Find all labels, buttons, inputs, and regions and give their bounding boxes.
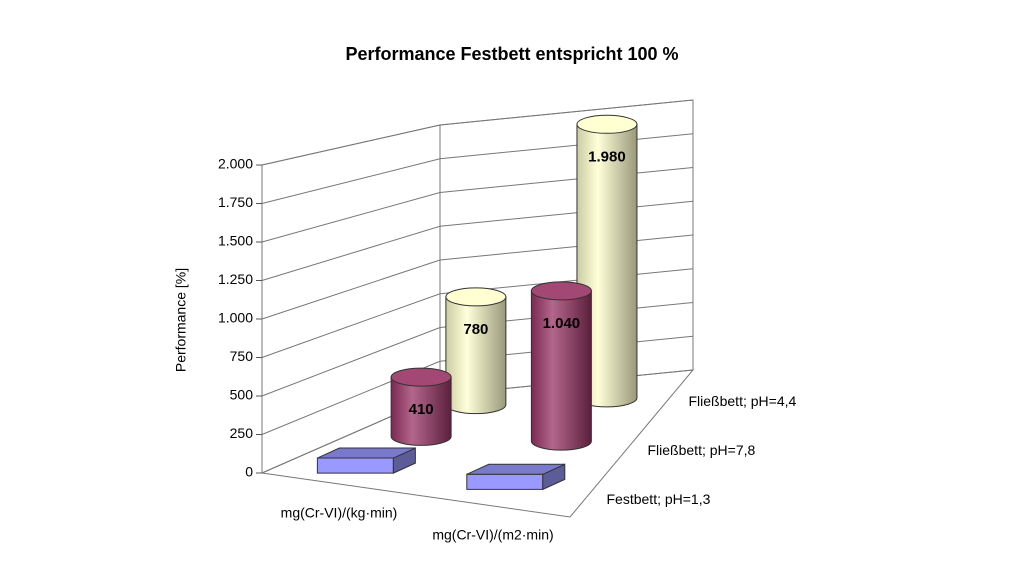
legend-label: Festbett; pH=1,3 — [607, 491, 711, 507]
y-tick-label: 750 — [230, 348, 254, 364]
y-tick-label: 1.500 — [218, 233, 253, 249]
value-label: 1.040 — [543, 315, 581, 332]
y-tick-label: 1.250 — [218, 271, 253, 287]
bar-top — [317, 447, 416, 459]
y-tick-label: 0 — [245, 464, 253, 480]
bar-top — [390, 367, 452, 387]
bar-top — [445, 287, 507, 307]
chart-title: Performance Festbett entspricht 100 % — [345, 44, 678, 64]
legend-label: Fließbett; pH=4,4 — [689, 393, 797, 409]
bar — [466, 473, 544, 490]
bar — [530, 290, 592, 451]
legend-label: Fließbett; pH=7,8 — [648, 442, 756, 458]
y-tick-label: 500 — [230, 387, 254, 403]
y-tick-label: 1.000 — [218, 310, 253, 326]
bar — [445, 296, 507, 415]
grid-line — [261, 99, 694, 166]
y-axis-title: Performance [%] — [173, 268, 189, 372]
x-tick-label: mg(Cr-VI)/(kg·min) — [281, 505, 398, 521]
value-label: 410 — [409, 401, 434, 418]
y-tick-label: 250 — [230, 425, 254, 441]
x-tick-label: mg(Cr-VI)/(m2·min) — [432, 527, 553, 543]
value-label: 1.980 — [588, 148, 626, 165]
bar-top — [576, 114, 638, 134]
bar-top — [466, 463, 565, 475]
y-tick-label: 1.750 — [218, 194, 253, 210]
y-tick-label: 2.000 — [218, 156, 253, 172]
bar — [316, 457, 394, 474]
bar — [390, 376, 452, 446]
value-label: 780 — [463, 321, 488, 338]
bar-top — [530, 281, 592, 301]
